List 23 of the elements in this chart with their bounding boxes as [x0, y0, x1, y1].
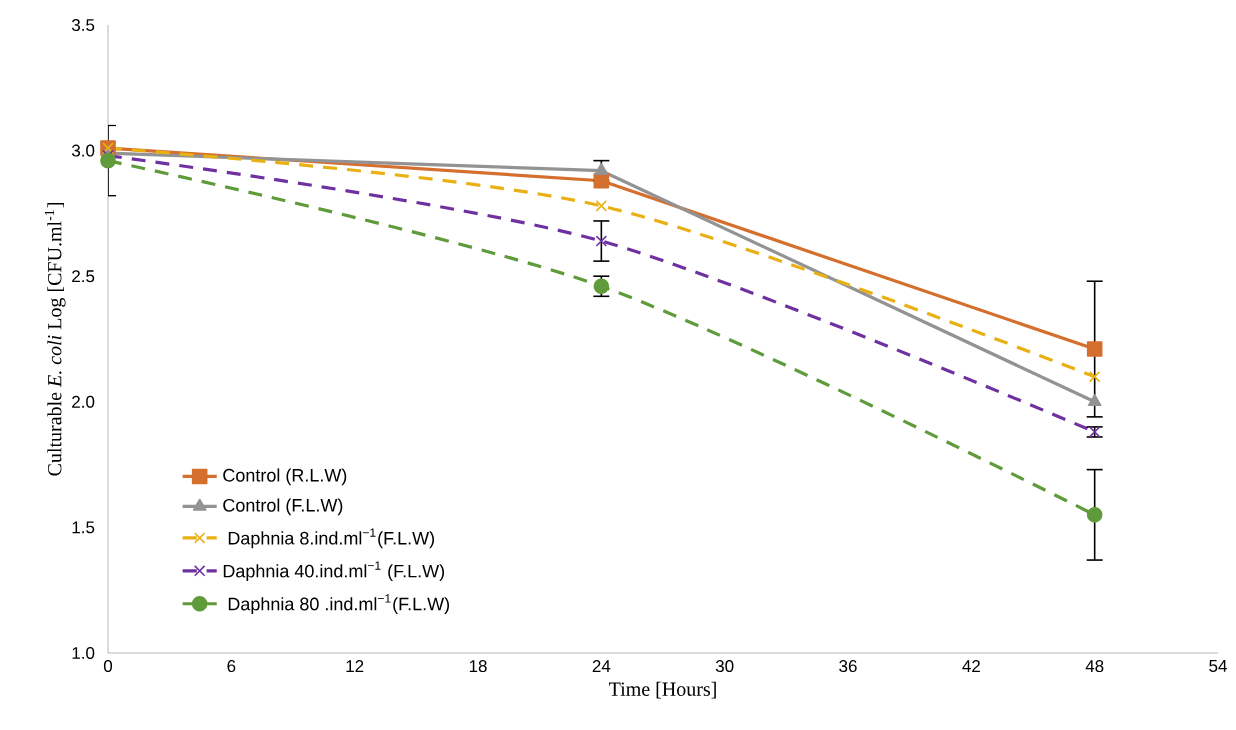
y-tick-label: 2.5: [72, 270, 95, 283]
legend-label: Daphnia 80 .ind.ml$^{−1}$(F.L.W): [228, 594, 450, 614]
y-tick-label: 1.0: [72, 647, 95, 660]
y-tick-label: 1.5: [72, 521, 95, 534]
y-axis-title: Culturable E. coli Log [CFU.ml$^{-1}$]: [44, 203, 66, 476]
legend-label: Control (F.L.W): [223, 498, 343, 516]
y-tick-label: 3.5: [71, 19, 95, 32]
x-tick-label: 18: [469, 660, 487, 673]
y-tick-label: 2.0: [72, 395, 95, 408]
legend-label: Daphnia 8.ind.ml$^{−1}$(F.L.W): [228, 528, 435, 549]
x-tick-label: 36: [839, 660, 857, 673]
x-tick-label: 42: [962, 660, 980, 672]
x-tick-label: 48: [1085, 660, 1104, 673]
x-tick-label: 24: [592, 660, 611, 672]
x-tick-label: 12: [346, 660, 364, 672]
x-tick-label: 6: [227, 660, 236, 673]
legend-label: Control (R.L.W): [223, 468, 347, 486]
x-axis-title: Time [Hours]: [609, 681, 716, 699]
y-tick-label: 3.0: [71, 144, 95, 157]
x-tick-label: 54: [1209, 660, 1227, 672]
x-tick-label: 0: [103, 660, 113, 673]
x-tick-label: 30: [715, 660, 734, 673]
legend-label: Daphnia 40.ind.ml$^{−1}$ (F.L.W): [223, 561, 445, 582]
